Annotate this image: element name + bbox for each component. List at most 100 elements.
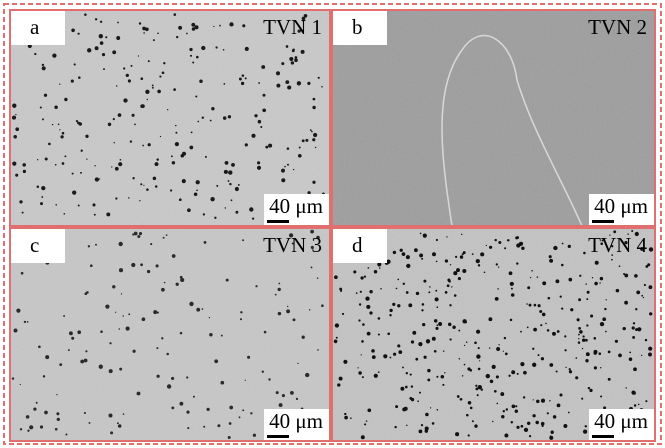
precipitate: [586, 324, 588, 326]
precipitate: [225, 207, 226, 208]
precipitate: [644, 284, 646, 286]
precipitate: [460, 398, 463, 401]
precipitate: [648, 347, 652, 351]
precipitate: [88, 245, 90, 247]
precipitate: [139, 232, 142, 235]
precipitate: [289, 57, 293, 61]
precipitate: [318, 77, 320, 79]
precipitate: [582, 335, 584, 337]
precipitate: [189, 146, 193, 150]
precipitate: [57, 418, 60, 421]
precipitate: [415, 358, 418, 361]
precipitate: [197, 121, 199, 123]
precipitate: [339, 377, 343, 381]
precipitate: [406, 255, 410, 259]
precipitate: [422, 303, 425, 306]
precipitate: [356, 292, 358, 294]
precipitate: [139, 200, 140, 201]
precipitate: [425, 413, 429, 417]
precipitate: [649, 285, 653, 289]
precipitate: [434, 319, 437, 322]
precipitate: [278, 288, 281, 291]
precipitate: [397, 304, 400, 307]
precipitate: [202, 308, 204, 310]
precipitate: [582, 348, 583, 349]
micrograph-panel: dTVN 440 μm: [332, 228, 655, 441]
precipitate: [42, 64, 44, 66]
precipitate: [600, 322, 604, 326]
precipitate: [112, 50, 116, 54]
precipitate: [167, 384, 171, 388]
precipitate: [501, 415, 504, 418]
precipitate: [242, 74, 245, 77]
precipitate: [142, 27, 146, 31]
precipitate: [624, 301, 628, 305]
precipitate: [367, 267, 369, 269]
precipitate: [496, 403, 498, 405]
precipitate: [56, 394, 57, 395]
precipitate: [100, 330, 103, 333]
precipitate: [156, 158, 158, 160]
precipitate: [296, 398, 298, 400]
precipitate: [460, 255, 463, 258]
precipitate: [335, 323, 339, 327]
precipitate: [527, 422, 530, 425]
precipitate: [140, 263, 143, 266]
precipitate: [196, 56, 199, 59]
precipitate: [538, 304, 541, 307]
precipitate: [276, 84, 280, 88]
precipitate: [295, 56, 298, 59]
precipitate: [258, 120, 262, 124]
precipitate: [155, 162, 159, 166]
precipitate: [119, 242, 123, 246]
precipitate: [265, 146, 268, 149]
precipitate: [449, 338, 451, 340]
precipitate: [287, 306, 288, 307]
precipitate: [240, 318, 242, 320]
precipitate: [468, 434, 470, 436]
precipitate: [496, 347, 500, 351]
precipitate: [538, 354, 540, 356]
precipitate: [255, 285, 257, 287]
precipitate: [552, 332, 556, 336]
precipitate: [115, 197, 117, 199]
precipitate: [462, 319, 466, 323]
precipitate: [176, 36, 178, 38]
precipitate: [526, 303, 528, 305]
precipitate: [15, 127, 19, 131]
precipitate: [106, 212, 110, 216]
precipitate: [549, 400, 550, 401]
precipitate: [175, 132, 177, 134]
precipitate: [119, 268, 123, 272]
precipitate: [361, 354, 362, 355]
precipitate: [94, 165, 95, 166]
precipitate: [228, 115, 231, 118]
precipitate: [279, 403, 283, 407]
precipitate: [374, 270, 377, 273]
precipitate: [74, 63, 76, 65]
precipitate: [109, 369, 113, 373]
precipitate: [166, 234, 168, 236]
precipitate: [242, 24, 245, 27]
precipitate: [557, 404, 561, 408]
precipitate: [633, 322, 635, 324]
precipitate: [420, 233, 422, 235]
precipitate: [226, 279, 229, 282]
precipitate: [334, 340, 338, 344]
precipitate: [241, 82, 244, 85]
precipitate: [131, 263, 135, 267]
precipitate: [118, 424, 122, 428]
precipitate: [472, 420, 474, 422]
precipitate: [290, 391, 294, 395]
precipitate: [117, 422, 119, 424]
precipitate: [27, 430, 29, 432]
precipitate: [418, 342, 422, 346]
precipitate: [84, 412, 86, 414]
precipitate: [291, 61, 294, 64]
precipitate: [396, 288, 398, 290]
precipitate: [118, 162, 122, 166]
precipitate: [37, 185, 40, 188]
precipitate: [153, 310, 157, 314]
precipitate: [293, 318, 296, 321]
precipitate: [56, 412, 59, 415]
